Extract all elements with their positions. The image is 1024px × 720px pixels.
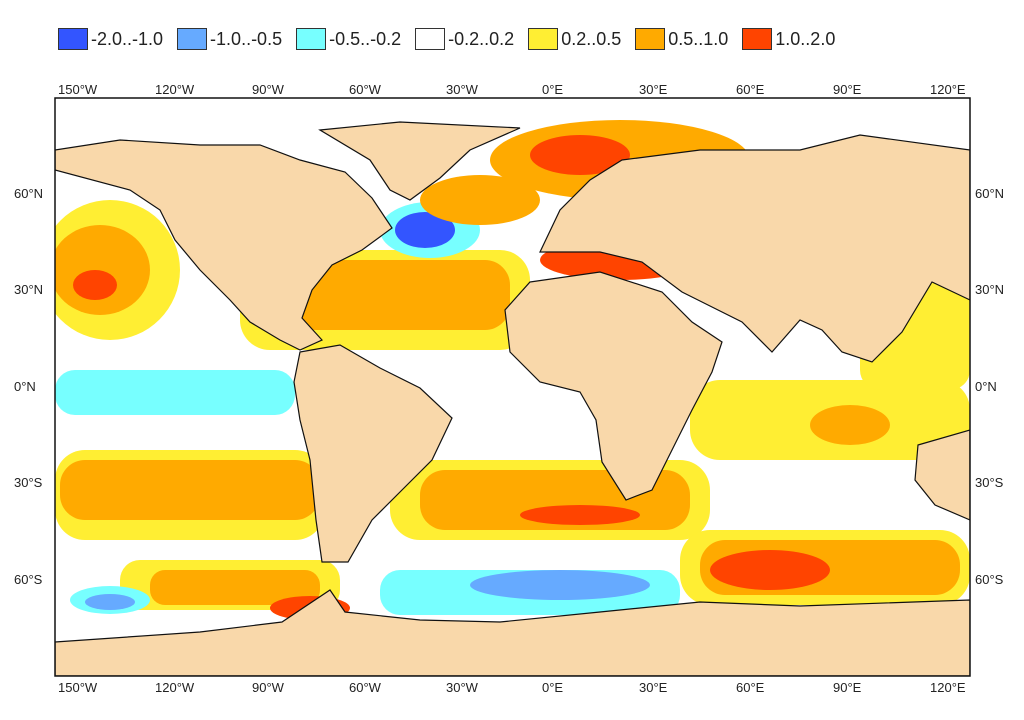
legend-swatch [742, 28, 773, 50]
lat-label: 30°N [975, 282, 1005, 297]
legend-swatch [635, 28, 666, 50]
lon-label: 150°W [58, 680, 98, 695]
lat-label: 30°S [975, 475, 1004, 490]
lat-label: 0°N [975, 379, 997, 394]
anomaly-field [55, 98, 970, 676]
legend-item: -1.0..-0.5 [177, 28, 282, 50]
legend-swatch [528, 28, 559, 50]
lon-label: 90°E [833, 82, 862, 97]
lon-label: 60°E [736, 680, 765, 695]
legend-item: -0.5..-0.2 [296, 28, 401, 50]
lon-label: 60°E [736, 82, 765, 97]
lon-label: 60°W [349, 82, 381, 97]
lon-label: 120°E [930, 680, 966, 695]
map-frame [54, 97, 971, 677]
lon-label: 30°E [639, 680, 668, 695]
lat-label: 60°S [14, 572, 43, 587]
lon-label: 90°E [833, 680, 862, 695]
lon-label: 120°W [155, 82, 195, 97]
lon-label: 0°E [542, 82, 564, 97]
lat-label: 60°N [975, 186, 1005, 201]
legend-label: -0.5..-0.2 [329, 28, 402, 49]
legend-item: 0.5..1.0 [635, 28, 728, 50]
legend-item: -2.0..-1.0 [58, 28, 163, 50]
legend-item: 0.2..0.5 [528, 28, 621, 50]
legend-swatch [415, 28, 446, 50]
land [55, 121, 970, 676]
legend-label: 0.2..0.5 [561, 28, 622, 49]
lon-label: 60°W [349, 680, 381, 695]
lat-label: 30°N [14, 282, 44, 297]
legend-label: 0.5..1.0 [668, 28, 729, 49]
legend-label: -2.0..-1.0 [91, 28, 164, 49]
lat-label: 30°S [14, 475, 43, 490]
lon-label: 150°W [58, 82, 98, 97]
lon-label: 120°E [930, 82, 966, 97]
lon-label: 0°E [542, 680, 564, 695]
legend-swatch [58, 28, 88, 50]
lon-label: 90°W [252, 680, 284, 695]
lon-label: 90°W [252, 82, 284, 97]
legend-label: -0.2..0.2 [448, 28, 515, 49]
lon-label: 30°W [446, 82, 478, 97]
legend-swatch [296, 28, 327, 50]
lon-label: 30°E [639, 82, 668, 97]
lat-label: 0°N [14, 379, 36, 394]
lon-label: 30°W [446, 680, 478, 695]
lat-label: 60°S [975, 572, 1004, 587]
lon-label: 120°W [155, 680, 195, 695]
legend-label: -1.0..-0.5 [210, 28, 283, 49]
legend-item: 1.0..2.0 [742, 28, 835, 50]
legend-swatch [177, 28, 208, 50]
lat-label: 60°N [14, 186, 44, 201]
legend: -2.0..-1.0 -1.0..-0.5 -0.5..-0.2 -0.2..0… [58, 28, 835, 50]
legend-label: 1.0..2.0 [775, 28, 836, 49]
legend-item: -0.2..0.2 [415, 28, 514, 50]
